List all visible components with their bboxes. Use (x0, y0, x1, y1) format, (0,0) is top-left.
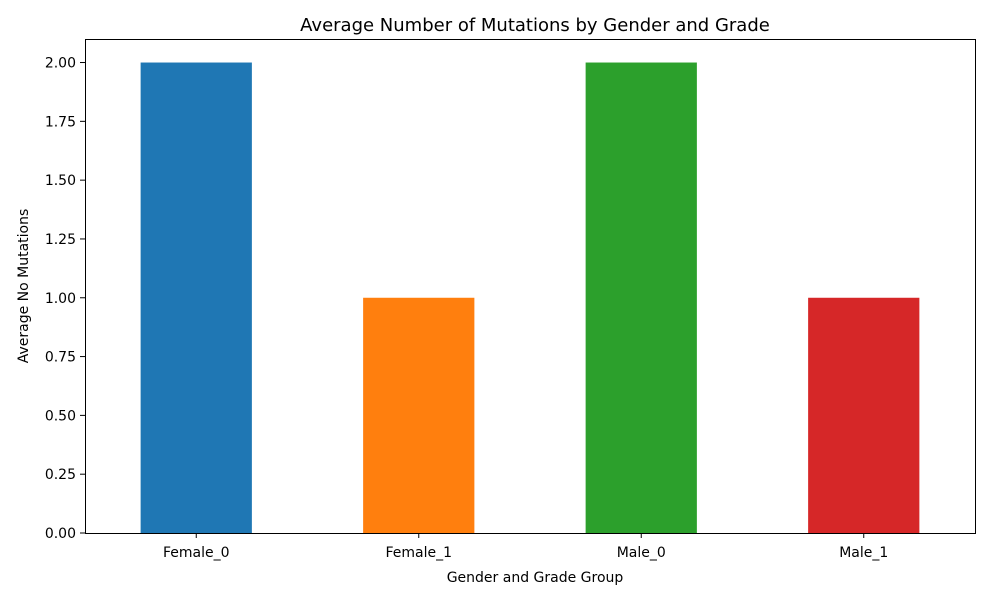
x-tick-label: Female_0 (163, 545, 230, 561)
y-tick-label: 1.50 (45, 173, 76, 189)
y-tick-label: 0.00 (45, 526, 76, 542)
plot-frame (85, 39, 976, 534)
bar-male-0 (585, 62, 697, 534)
bar-female-0 (140, 62, 252, 534)
y-tick-label: 1.00 (45, 291, 76, 307)
y-tick-label: 0.25 (45, 467, 76, 483)
chart-title: Average Number of Mutations by Gender an… (300, 15, 770, 36)
x-tick-label: Male_1 (839, 545, 888, 561)
y-tick-label: 0.75 (45, 350, 76, 366)
bar-male-1 (808, 297, 920, 533)
y-tick-label: 0.50 (45, 408, 76, 424)
x-tick-label: Male_0 (617, 545, 666, 561)
x-axis-label: Gender and Grade Group (447, 570, 624, 586)
bar-female-1 (363, 297, 475, 533)
y-axis-label: Average No Mutations (16, 209, 32, 364)
y-tick-label: 1.25 (45, 232, 76, 248)
y-tick-label: 2.00 (45, 56, 76, 72)
y-tick-label: 1.75 (45, 114, 76, 130)
x-tick-label: Female_1 (385, 545, 452, 561)
